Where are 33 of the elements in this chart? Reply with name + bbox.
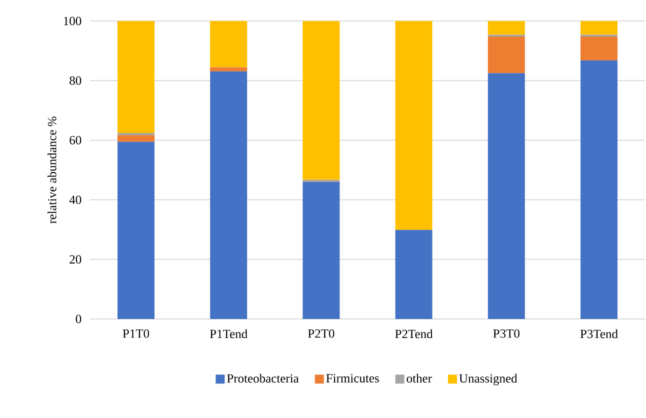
x-tick-label: P2Tend xyxy=(395,329,433,338)
bar xyxy=(395,230,432,319)
bar xyxy=(210,20,248,68)
bar xyxy=(210,67,248,72)
bar xyxy=(580,60,618,319)
legend-label: other xyxy=(406,374,432,383)
y-axis-title: relative abundance % xyxy=(48,116,56,224)
y-tick-label: 40 xyxy=(69,196,82,204)
bar xyxy=(488,36,525,74)
legend-label: Proteobacteria xyxy=(227,374,299,383)
x-tick-label: P1Tend xyxy=(210,329,248,338)
legend-label: Unassigned xyxy=(459,374,518,386)
x-tick-label: P1T0 xyxy=(122,329,150,338)
bar xyxy=(118,20,154,134)
bar xyxy=(118,135,154,142)
bar xyxy=(118,142,154,319)
bar xyxy=(302,20,340,180)
bar xyxy=(210,71,248,319)
bar xyxy=(488,20,525,35)
y-tick-label: 60 xyxy=(70,136,82,144)
x-tick-label: P3Tend xyxy=(580,329,618,338)
y-tick-label: 0 xyxy=(76,314,82,324)
bar xyxy=(488,73,525,319)
bar xyxy=(302,182,340,319)
y-tick-label: 100 xyxy=(64,16,82,26)
bar xyxy=(580,36,618,60)
bar xyxy=(580,20,618,35)
x-tick-label: P2T0 xyxy=(308,329,334,338)
bar xyxy=(395,20,432,230)
y-tick-label: 20 xyxy=(70,255,82,264)
y-tick-label: 80 xyxy=(70,76,82,85)
legend-label: Firmicutes xyxy=(326,374,379,382)
x-tick-label: P3T0 xyxy=(493,329,520,338)
